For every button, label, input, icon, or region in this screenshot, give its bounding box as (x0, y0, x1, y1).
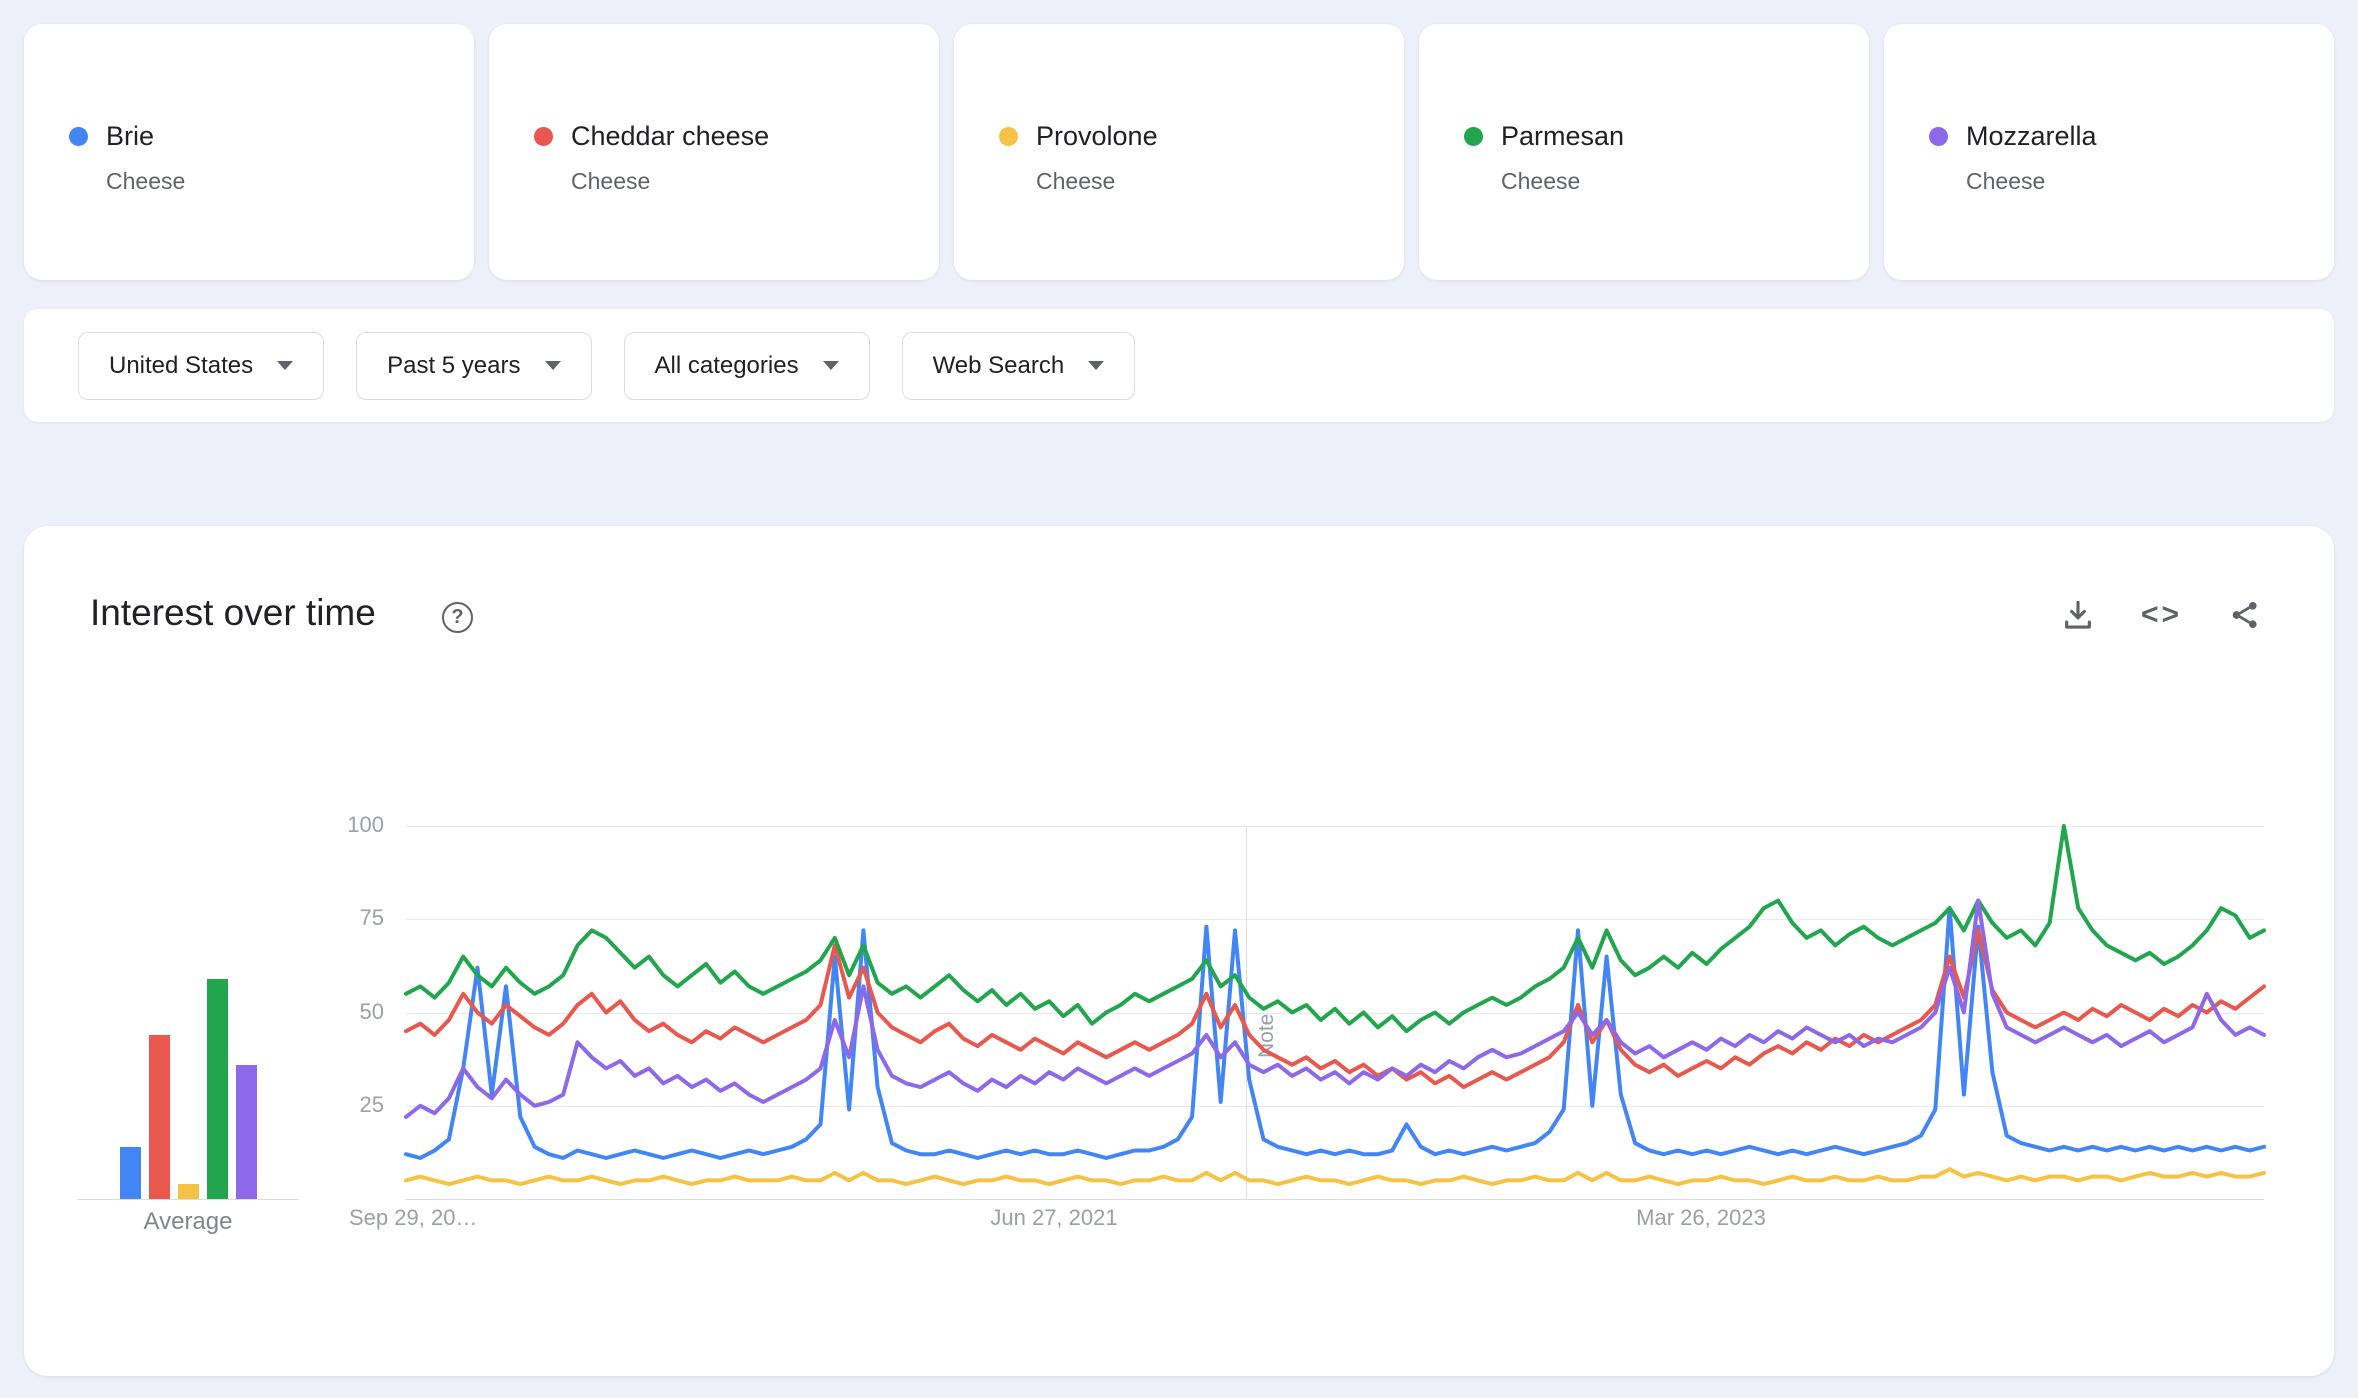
term-color-dot (1464, 126, 1483, 146)
term-name: Parmesan (1501, 121, 1625, 151)
term-category: Cheese (106, 168, 186, 194)
term-name: Cheddar cheese (571, 121, 770, 151)
trend-line-cheddar-cheese (404, 928, 2266, 1090)
embed-icon[interactable]: <> (2140, 598, 2182, 631)
x-tick-late: Mar 26, 2023 (1636, 1205, 1766, 1230)
gridline (406, 1106, 2264, 1107)
filter-time-range[interactable]: Past 5 years (356, 331, 592, 400)
page-title: Interest over time (90, 592, 376, 633)
note-marker-line[interactable] (1246, 826, 1247, 1199)
x-axis-line (406, 1199, 2264, 1200)
panel-actions: <> (2061, 598, 2262, 632)
average-bar-chart (120, 979, 257, 1199)
average-label: Average (143, 1208, 233, 1235)
term-category: Cheese (1036, 168, 1116, 194)
average-bar-cheddar-cheese (149, 1035, 170, 1199)
filters-bar: United States Past 5 years All categorie… (24, 309, 2334, 422)
y-tick-25: 25 (359, 1092, 384, 1117)
trend-line-mozzarella (404, 898, 2266, 1119)
y-tick-50: 50 (359, 999, 384, 1024)
interest-over-time-panel: Interest over time ? <> 100 75 50 25 Not… (24, 526, 2334, 1376)
term-name: Provolone (1036, 121, 1158, 151)
term-card-brie[interactable]: Brie Cheese (24, 24, 474, 280)
interest-over-time-chart[interactable] (404, 824, 2266, 1199)
term-color-dot (69, 126, 88, 146)
gridline (406, 826, 2264, 827)
x-tick-start: Sep 29, 20… (349, 1205, 478, 1230)
chevron-down-icon (1088, 361, 1105, 370)
help-icon[interactable]: ? (442, 602, 473, 633)
average-bar-parmesan (207, 979, 228, 1199)
y-tick-100: 100 (347, 812, 384, 837)
filter-country-label: United States (109, 351, 254, 379)
x-tick-mid: Jun 27, 2021 (990, 1205, 1118, 1230)
filter-time-range-label: Past 5 years (387, 351, 521, 379)
term-color-dot (1929, 126, 1948, 146)
share-icon[interactable] (2228, 598, 2262, 632)
term-category: Cheese (571, 168, 651, 194)
term-cards-row: Brie Cheese Cheddar cheese Cheese Provol… (0, 0, 2358, 280)
y-tick-75: 75 (359, 905, 384, 930)
trend-line-parmesan (404, 824, 2266, 1034)
term-category: Cheese (1501, 168, 1581, 194)
gridline (406, 1013, 2264, 1014)
filter-search-type[interactable]: Web Search (901, 331, 1136, 400)
chevron-down-icon (822, 361, 839, 370)
filter-country[interactable]: United States (78, 331, 325, 400)
filter-category[interactable]: All categories (623, 331, 870, 400)
gridline (406, 919, 2264, 920)
average-bar-brie (120, 1147, 141, 1199)
term-card-cheddar-cheese[interactable]: Cheddar cheese Cheese (489, 24, 939, 280)
term-name: Mozzarella (1966, 121, 2097, 151)
average-bar-mozzarella (236, 1065, 257, 1199)
term-card-parmesan[interactable]: Parmesan Cheese (1419, 24, 1869, 280)
term-name: Brie (106, 121, 155, 151)
term-card-provolone[interactable]: Provolone Cheese (954, 24, 1404, 280)
chevron-down-icon (277, 361, 294, 370)
trend-line-provolone (404, 1167, 2266, 1187)
term-category: Cheese (1966, 168, 2046, 194)
term-card-mozzarella[interactable]: Mozzarella Cheese (1884, 24, 2334, 280)
term-color-dot (534, 126, 553, 146)
average-bar-provolone (178, 1184, 199, 1199)
download-icon[interactable] (2061, 598, 2095, 632)
chevron-down-icon (544, 361, 561, 370)
filter-search-type-label: Web Search (932, 351, 1065, 379)
term-color-dot (999, 126, 1018, 146)
average-axis-line (78, 1199, 298, 1200)
filter-category-label: All categories (654, 351, 799, 379)
